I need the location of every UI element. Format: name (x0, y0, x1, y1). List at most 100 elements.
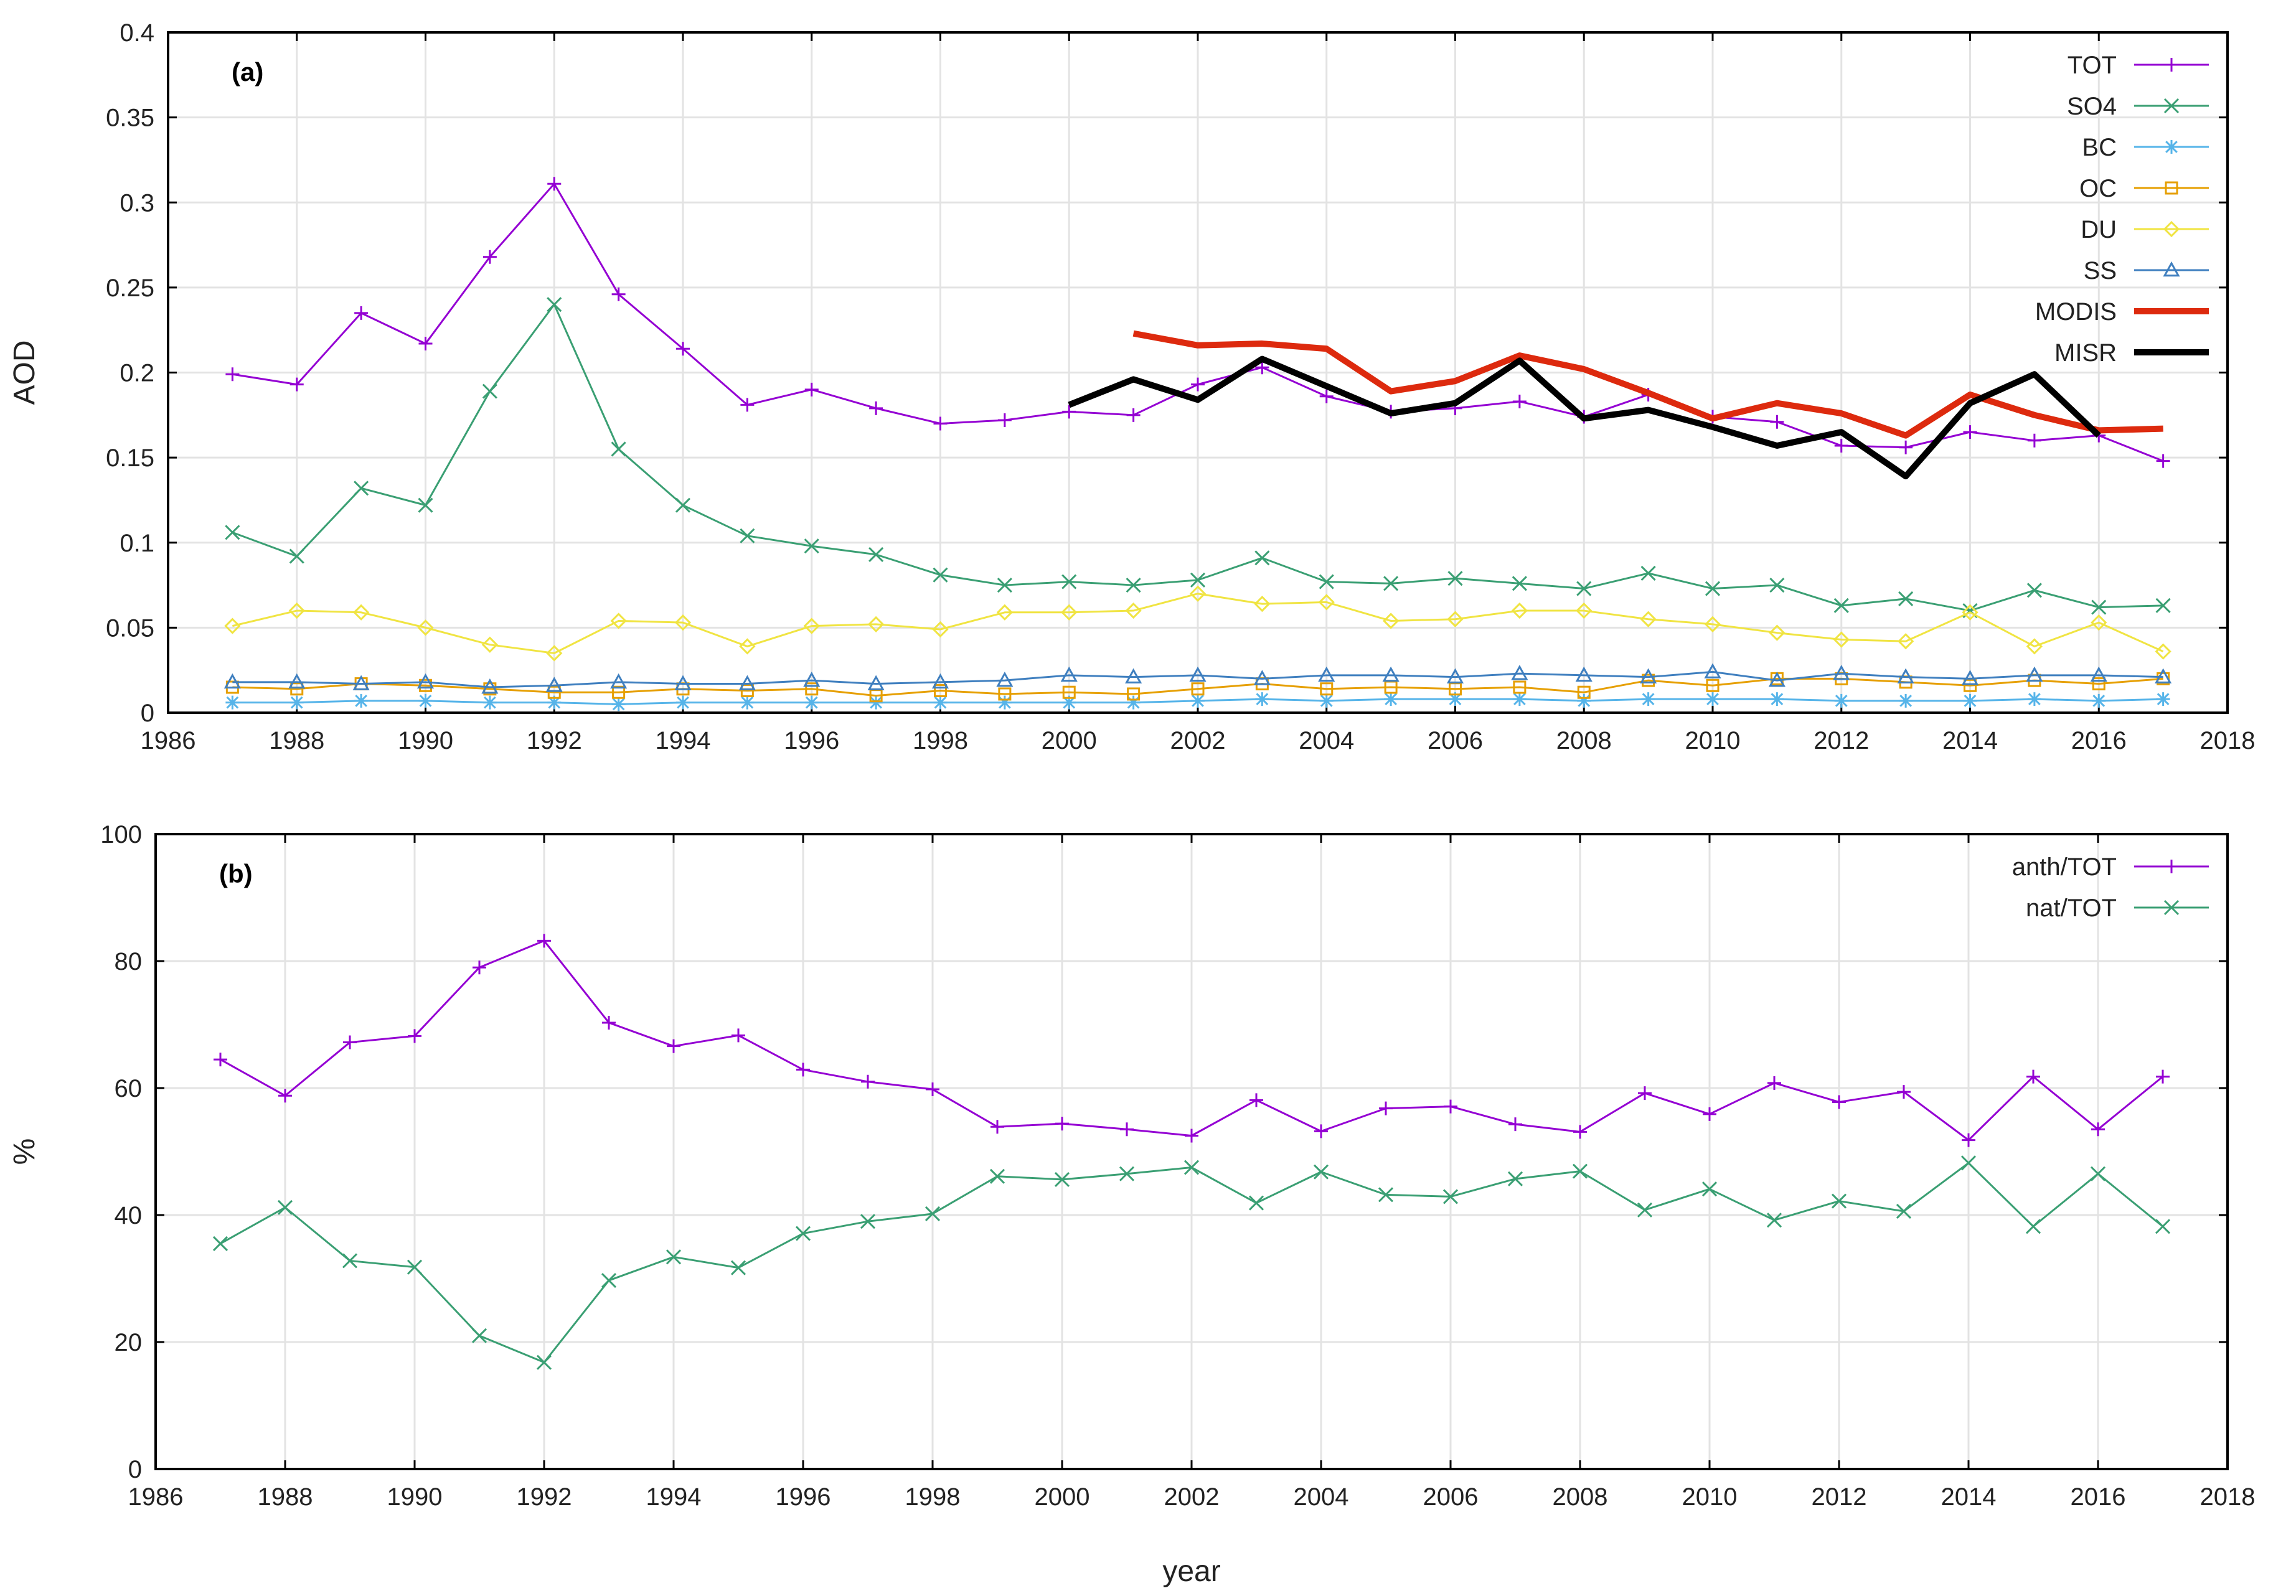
data-point-nat-tot (989, 1168, 1005, 1184)
data-point-tot (225, 367, 240, 382)
data-point-ss (352, 675, 370, 690)
data-point-ss (2155, 668, 2172, 683)
data-point-du (739, 638, 756, 655)
x-tick-label: 1990 (387, 1483, 443, 1511)
x-tick-label: 2014 (1942, 727, 1998, 754)
y-tick-label: 0.05 (106, 614, 154, 642)
x-tick-label: 2016 (2071, 1483, 2126, 1511)
x-tick-label: 2010 (1685, 727, 1741, 754)
data-point-ss (1961, 670, 1979, 685)
data-point-nat-tot (925, 1206, 941, 1222)
data-point-nat-tot (1119, 1166, 1135, 1181)
data-point-bc (1319, 693, 1334, 708)
data-point-du (1833, 631, 1850, 648)
data-point-ss (738, 675, 756, 690)
data-point-bc (354, 693, 369, 708)
x-tick-label: 2012 (1814, 727, 1869, 754)
data-point-du (1061, 604, 1078, 621)
x-tick-label: 1986 (141, 727, 196, 754)
data-point-nat-tot (1378, 1187, 1394, 1203)
data-point-bc (2156, 692, 2170, 706)
legend-label: SO4 (2067, 93, 2117, 120)
data-point-du (1640, 611, 1657, 627)
data-point-bc (1126, 695, 1141, 710)
data-point-tot (1319, 389, 1334, 403)
data-point-bc (676, 695, 690, 710)
data-point-anth-tot (732, 1028, 745, 1043)
data-point-ss (1511, 665, 1528, 680)
data-point-oc (547, 685, 561, 699)
data-point-oc (1191, 682, 1205, 696)
data-point-oc (740, 683, 754, 697)
x-tick-label: 2002 (1164, 1483, 1220, 1511)
data-point-bc (933, 695, 948, 710)
legend-label: BC (2082, 134, 2117, 161)
legend-label: TOT (2068, 52, 2117, 79)
x-axis-label: year (1162, 1555, 1220, 1588)
data-point-bc (611, 697, 626, 711)
data-point-du (1254, 595, 1271, 613)
x-tick-label: 2016 (2071, 727, 2127, 754)
legend-marker (2163, 98, 2180, 114)
data-point-bc (1899, 693, 1913, 708)
data-point-so4 (1512, 576, 1527, 591)
data-point-ss (545, 677, 563, 692)
data-point-anth-tot (1120, 1122, 1134, 1137)
data-point-bc (1770, 692, 1784, 706)
data-point-anth-tot (1249, 1093, 1263, 1107)
data-point-anth-tot (1573, 1125, 1587, 1139)
data-point-ss (1640, 668, 1657, 683)
data-point-tot (1899, 440, 1913, 454)
data-point-so4 (2155, 598, 2171, 613)
data-point-oc (1320, 682, 1334, 696)
data-point-du (2091, 614, 2107, 631)
data-point-tot (1770, 415, 1784, 429)
data-point-so4 (1319, 574, 1334, 589)
data-point-ss (223, 673, 241, 689)
data-point-tot (1963, 425, 1977, 439)
data-point-du (1383, 613, 1400, 629)
x-tick-label: 2012 (1812, 1483, 1867, 1511)
x-tick-label: 1988 (269, 727, 324, 754)
data-point-so4 (1769, 578, 1785, 593)
data-point-tot (354, 306, 369, 320)
series-line-ss (232, 670, 2163, 688)
data-point-bc (1641, 692, 1655, 706)
data-point-bc (1191, 693, 1205, 708)
data-point-du (288, 602, 305, 619)
data-point-anth-tot (1703, 1107, 1716, 1121)
data-point-ss (1060, 666, 1078, 682)
data-point-nat-tot (601, 1272, 617, 1289)
legend-label: MISR (2054, 339, 2117, 367)
x-tick-label: 1998 (913, 727, 968, 754)
data-point-so4 (1254, 550, 1270, 566)
data-point-so4 (354, 481, 369, 496)
data-point-bc (1834, 693, 1848, 708)
data-point-nat-tot (1054, 1171, 1070, 1187)
series-line-du (232, 593, 2164, 654)
legend-label: OC (2079, 175, 2117, 202)
data-point-so4 (1833, 598, 1849, 613)
data-point-bc (418, 693, 433, 708)
data-point-oc (290, 682, 304, 696)
data-point-tot (676, 342, 690, 356)
x-tick-label: 2014 (1941, 1483, 1997, 1511)
data-point-tot (1255, 360, 1269, 375)
data-point-anth-tot (343, 1035, 357, 1049)
data-point-so4 (1640, 565, 1656, 581)
data-point-bc (1062, 695, 1076, 710)
data-point-oc (1513, 680, 1527, 694)
data-point-oc (2092, 677, 2105, 691)
data-point-ss (1833, 665, 1850, 680)
data-point-tot (418, 337, 433, 351)
data-point-anth-tot (1832, 1095, 1846, 1109)
y-tick-label: 20 (115, 1329, 143, 1356)
data-point-du (1511, 602, 1528, 619)
data-point-ss (1446, 668, 1464, 683)
data-point-tot (1512, 394, 1527, 408)
data-point-bc (869, 695, 883, 710)
data-point-du (1769, 624, 1786, 641)
panel-label: (b) (219, 859, 253, 888)
data-point-ss (1382, 666, 1400, 682)
data-point-so4 (418, 497, 433, 513)
